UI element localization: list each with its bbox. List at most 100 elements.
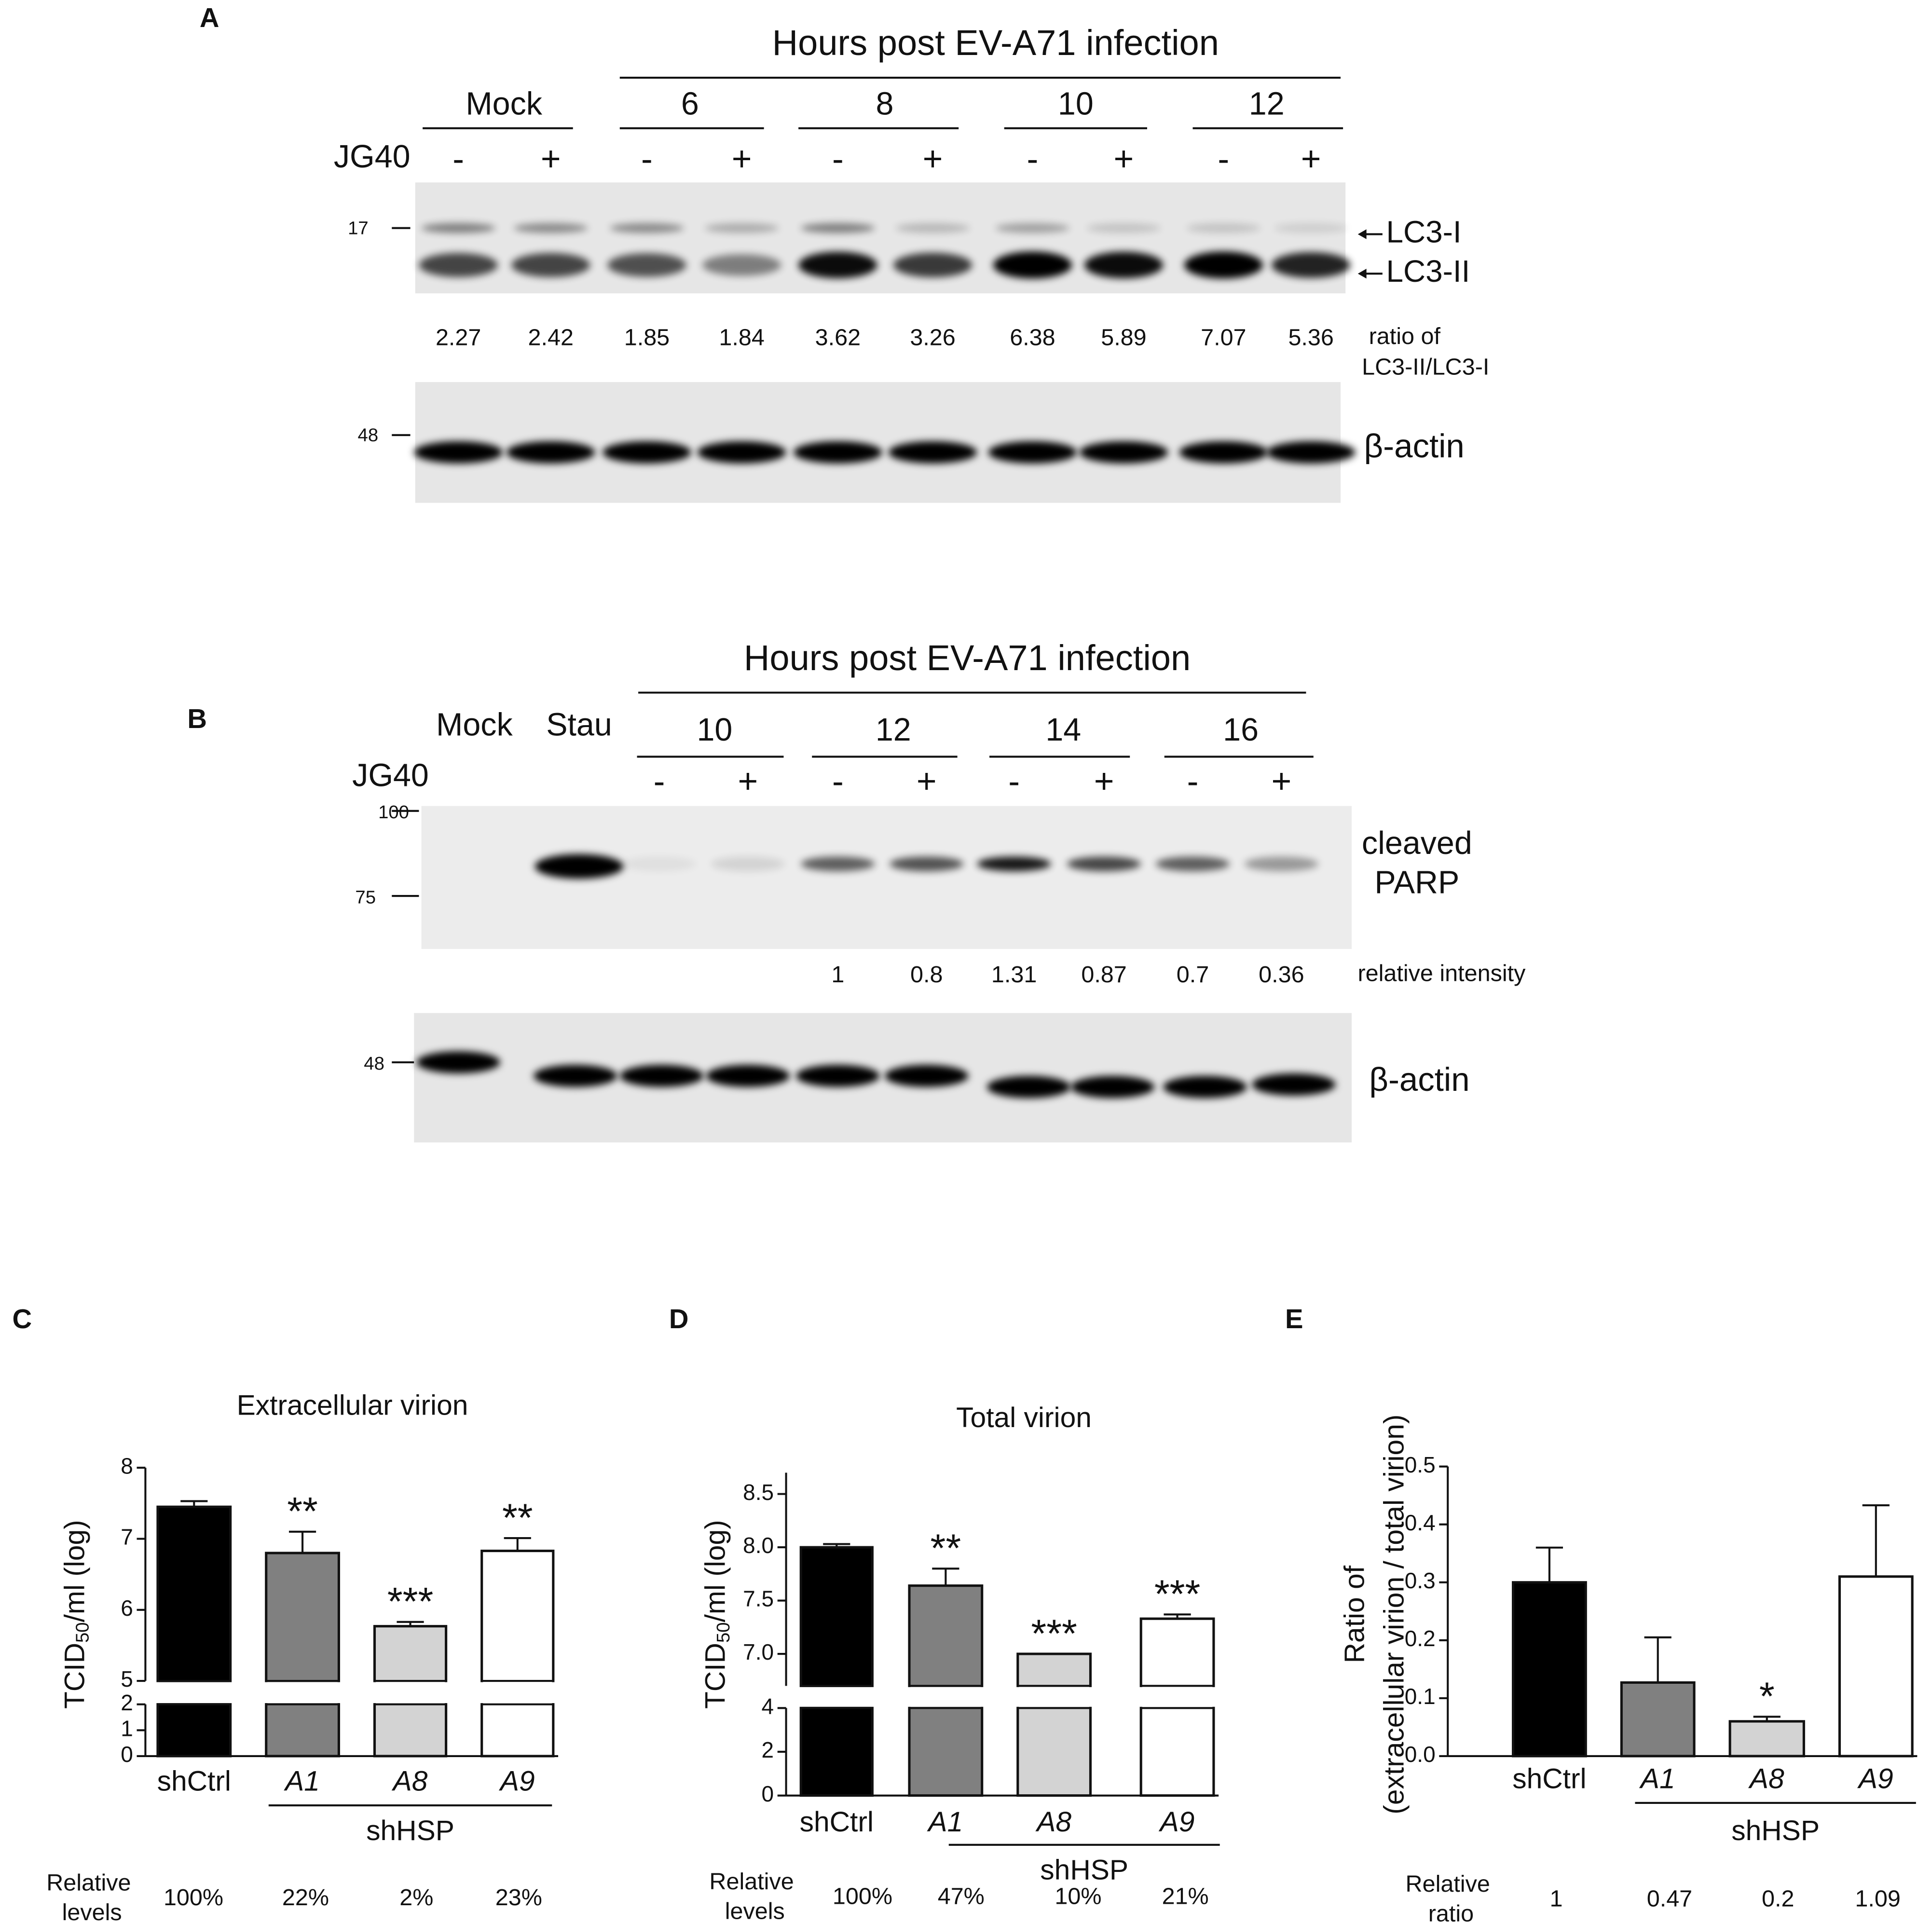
sign: + (1094, 762, 1114, 801)
band (1252, 1073, 1336, 1096)
band (1070, 1075, 1155, 1098)
bar (480, 1550, 555, 1758)
relative-label: Relative ratio (1406, 1871, 1490, 1925)
axis-break (146, 1682, 560, 1704)
sign: - (654, 762, 665, 801)
band (421, 223, 495, 233)
band (705, 223, 779, 233)
y-axis-label: Ratio of (1339, 1565, 1370, 1663)
bar (1728, 1720, 1805, 1758)
y-tick-label: 8.0 (743, 1533, 774, 1558)
x-tick-label: shCtrl (1512, 1763, 1586, 1795)
band (414, 441, 503, 464)
band (1067, 856, 1141, 871)
intensity: 0.8 (910, 962, 943, 988)
relative-value: 0.2 (1762, 1886, 1794, 1912)
band-label: PARP (1374, 865, 1459, 901)
marker: 48 (358, 425, 379, 445)
y-tick-label: 7.5 (743, 1586, 774, 1611)
band (890, 856, 964, 871)
band (801, 223, 875, 233)
band (893, 252, 973, 277)
band (506, 441, 595, 464)
ratio: 5.89 (1101, 324, 1146, 350)
band (702, 254, 781, 276)
x-tick-label: A8 (1748, 1763, 1784, 1795)
band (796, 1064, 880, 1087)
band (697, 441, 786, 464)
ratio: 5.36 (1288, 324, 1333, 350)
relative-label: Relative levels (709, 1869, 794, 1924)
band (603, 441, 691, 464)
y-tick-label: 8 (121, 1453, 133, 1478)
treatment-label: JG40 (334, 139, 411, 175)
ratio: 1.85 (624, 324, 670, 350)
marker: 48 (364, 1053, 384, 1074)
band (993, 251, 1072, 279)
relative-value: 100% (833, 1883, 892, 1909)
x-tick-label: A8 (392, 1766, 428, 1797)
band (622, 856, 697, 871)
band (511, 253, 590, 277)
relative-value: 0.47 (1647, 1886, 1692, 1912)
group-label: 12 (876, 712, 911, 748)
y-tick-label: 0.1 (1405, 1684, 1436, 1709)
ratio-label: ratio of (1369, 323, 1441, 349)
band (995, 223, 1070, 233)
y-tick-label: 0.2 (1405, 1626, 1436, 1651)
band (416, 1051, 501, 1073)
band (1179, 441, 1268, 464)
relative-value: 23% (495, 1884, 542, 1911)
group-label: 16 (1223, 712, 1259, 748)
x-tick-label: A9 (499, 1766, 535, 1797)
intensity: 1.31 (991, 962, 1037, 988)
sign: + (923, 140, 943, 179)
band (711, 856, 785, 871)
band (534, 854, 624, 879)
relative-value: 1.09 (1855, 1886, 1900, 1912)
band (888, 441, 977, 464)
y-tick-label: 4 (761, 1693, 774, 1719)
y-axis-label: TCID50/ml (log) (699, 1520, 734, 1709)
arrow-head (1357, 229, 1367, 239)
sign: + (1301, 140, 1321, 179)
y-axis-label: (extracellular virion / total virion) (1378, 1415, 1410, 1815)
band (987, 1075, 1071, 1098)
sign: - (452, 140, 464, 179)
relative-value: 100% (164, 1884, 223, 1911)
sign: + (1271, 762, 1291, 801)
x-tick-label: shCtrl (800, 1806, 874, 1838)
significance: ** (287, 1490, 318, 1534)
band (1271, 252, 1351, 278)
band-label: LC3-I (1386, 214, 1461, 249)
treatment-label: JG40 (352, 757, 429, 793)
sign: - (832, 762, 844, 801)
group-label: 6 (681, 86, 699, 122)
sign: - (1218, 140, 1229, 179)
intensity: 0.87 (1081, 962, 1126, 988)
y-tick-label: 8.5 (743, 1480, 774, 1505)
y-tick-label: 1 (121, 1716, 133, 1741)
arrow-head (1357, 268, 1367, 279)
marker: 100 (378, 802, 409, 823)
group-label: shHSP (1040, 1855, 1128, 1886)
group-label: shHSP (366, 1815, 454, 1846)
x-tick-label: A1 (927, 1806, 963, 1838)
y-tick-label: 0 (121, 1742, 133, 1767)
control-label: Mock (436, 707, 513, 743)
group-label: shHSP (1731, 1815, 1820, 1846)
y-tick-label: 2 (761, 1737, 774, 1762)
bar (799, 1546, 874, 1797)
sign: - (1187, 762, 1199, 801)
band (1079, 441, 1168, 464)
marker: 75 (355, 887, 376, 908)
band (1274, 223, 1348, 233)
bar (1838, 1575, 1914, 1758)
y-tick-label: 7.0 (743, 1639, 774, 1664)
panel-label: C (13, 1304, 32, 1334)
marker: 17 (348, 218, 369, 238)
group-label: Mock (466, 86, 542, 122)
intensity: 0.36 (1259, 962, 1304, 988)
band (1186, 223, 1261, 233)
bar (1620, 1681, 1696, 1758)
